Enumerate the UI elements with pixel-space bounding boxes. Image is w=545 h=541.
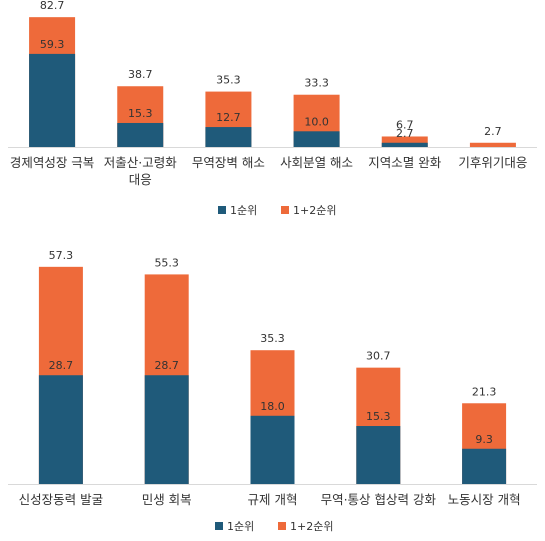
bar-1st-5 <box>462 448 507 484</box>
category-label: 신성장동력 발굴 <box>19 492 103 507</box>
category-label: 노동시장 개혁 <box>448 492 521 507</box>
value-label-1st: 9.3 <box>475 433 493 446</box>
bar-1st-4 <box>293 131 340 147</box>
value-label-1plus2: 57.3 <box>49 249 74 262</box>
value-label-1plus2: 6.7 <box>396 118 414 131</box>
legend-label: 1+2순위 <box>293 204 336 217</box>
legend-swatch <box>218 206 226 214</box>
category-label: 경제역성장 극복 <box>10 155 94 170</box>
bar-1st-4 <box>356 426 401 484</box>
category-label: 무역장벽 해소 <box>192 155 265 170</box>
bar-1st-2 <box>144 375 189 484</box>
legend-swatch <box>278 522 286 530</box>
bar-1st-2 <box>117 122 164 147</box>
value-label-1plus2: 30.7 <box>366 350 391 363</box>
value-label-1plus2: 82.7 <box>40 0 65 12</box>
value-label-1st: 59.3 <box>40 38 65 51</box>
value-label-1plus2: 38.7 <box>128 68 153 81</box>
value-label-1st: 15.3 <box>366 410 391 423</box>
category-label: 저출산·고령화 <box>104 155 177 170</box>
bar-1st-3 <box>250 415 295 484</box>
value-label-1plus2: 35.3 <box>260 332 285 345</box>
bar-1plus2-6 <box>469 142 516 147</box>
legend-swatch <box>281 206 289 214</box>
value-label-1st: 10.0 <box>304 115 329 128</box>
value-label-1plus2: 2.7 <box>484 125 502 138</box>
value-label-1st: 28.7 <box>49 359 74 372</box>
chart-2: 57.3 28.7 신성장동력 발굴 55.3 28.7 민생 회복 35.3 18.0 규제 … <box>8 249 537 533</box>
value-label-1plus2: 21.3 <box>472 385 497 398</box>
bar-1st-1 <box>38 375 83 484</box>
category-label: 무역·통상 협상력 강화 <box>321 492 437 507</box>
category-label: 지역소멸 완화 <box>368 155 441 170</box>
category-label: 민생 회복 <box>142 492 192 507</box>
value-label-1plus2: 33.3 <box>304 77 329 90</box>
value-label-1st: 15.3 <box>128 107 153 120</box>
value-label-1plus2: 55.3 <box>154 256 179 269</box>
legend-swatch <box>215 522 223 530</box>
bar-1plus2-5 <box>381 136 428 147</box>
bar-1st-5 <box>381 142 428 147</box>
value-label-1st: 28.7 <box>154 359 179 372</box>
legend: 1순위 1+2순위 <box>218 204 336 217</box>
value-label-1st: 2.7 <box>396 127 414 140</box>
category-label: 사회분열 해소 <box>280 155 353 170</box>
legend-label: 1순위 <box>230 204 257 217</box>
legend-label: 1+2순위 <box>290 520 333 533</box>
category-label: 규제 개혁 <box>248 492 298 507</box>
legend: 1순위 1+2순위 <box>215 520 333 533</box>
bar-1st-1 <box>29 53 76 147</box>
value-label-1st: 12.7 <box>216 111 241 124</box>
value-label-1plus2: 35.3 <box>216 74 241 87</box>
category-label: 대응 <box>129 172 152 187</box>
value-label-1st: 18.0 <box>260 400 285 413</box>
category-label: 기후위기대응 <box>458 155 527 170</box>
bar-1st-3 <box>205 127 252 147</box>
legend-label: 1순위 <box>227 520 254 533</box>
